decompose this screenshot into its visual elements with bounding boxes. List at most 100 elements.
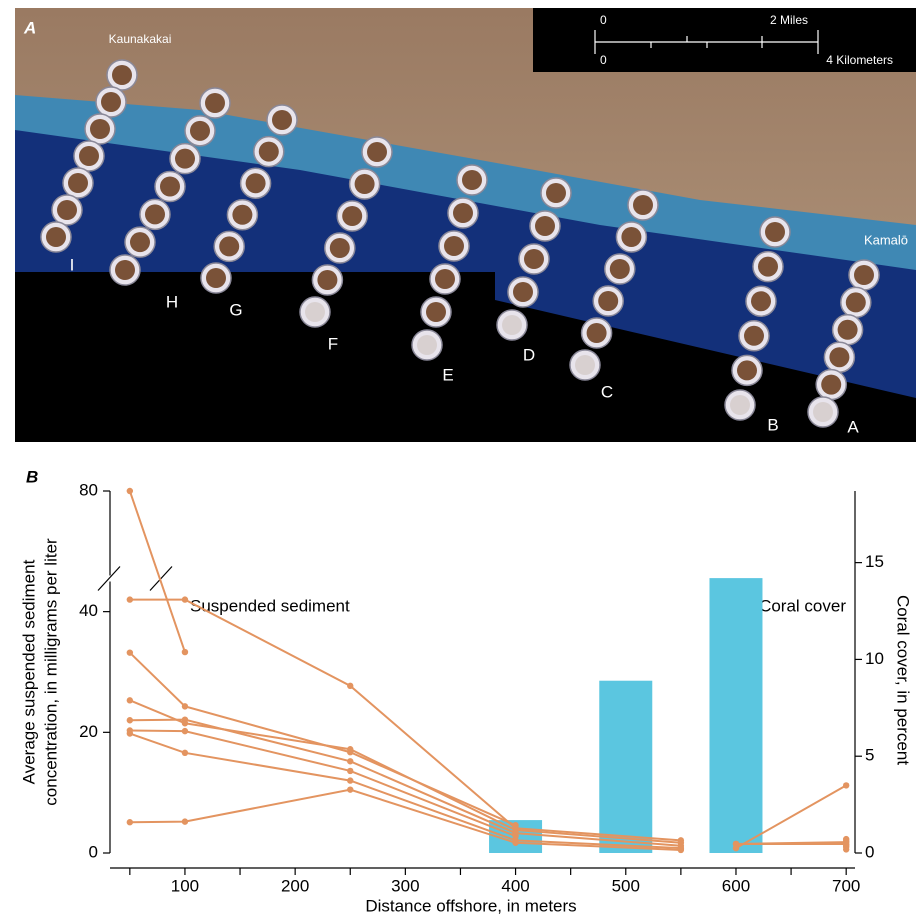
x-tick-label: 300	[391, 876, 419, 895]
sample-filter-core	[101, 92, 121, 112]
point	[182, 649, 188, 655]
point	[127, 730, 133, 736]
sample-filter-core	[272, 110, 292, 130]
x-tick-label: 400	[501, 876, 529, 895]
y-axis-label: concentration, in milligrams per liter	[41, 538, 60, 806]
panel-label: A	[23, 18, 36, 37]
sample-filter-core	[112, 65, 132, 85]
point	[733, 841, 739, 847]
transect-label: B	[767, 415, 778, 434]
transect-label: D	[523, 345, 535, 364]
transect-label: C	[601, 382, 613, 401]
sample-filter-core	[259, 142, 279, 162]
sample-filter-core	[730, 395, 750, 415]
sample-filter-core	[190, 121, 210, 141]
point	[127, 819, 133, 825]
sample-filter-core	[765, 222, 785, 242]
transect-label: A	[847, 417, 859, 436]
point	[182, 716, 188, 722]
point	[182, 728, 188, 734]
point	[347, 683, 353, 689]
transect-label: I	[70, 255, 75, 274]
point	[347, 786, 353, 792]
point	[512, 840, 518, 846]
sample-filter-core	[145, 204, 165, 224]
scale-label: 2 Miles	[770, 13, 808, 27]
annotation: Coral cover	[759, 596, 846, 615]
sample-filter-core	[246, 173, 266, 193]
point	[127, 717, 133, 723]
y-tick-label: 20	[79, 722, 98, 741]
point	[127, 697, 133, 703]
sample-filter-core	[587, 323, 607, 343]
sample-filter-core	[821, 375, 841, 395]
sample-filter-core	[342, 206, 362, 226]
sample-filter-core	[317, 270, 337, 290]
sample-filter-core	[535, 216, 555, 236]
x-tick-label: 600	[722, 876, 750, 895]
point	[182, 703, 188, 709]
x-tick-label: 700	[832, 876, 860, 895]
scale-label: 4 Kilometers	[826, 53, 893, 67]
point	[347, 746, 353, 752]
place-label: Kamalō	[864, 232, 908, 247]
sample-filter-core	[758, 257, 778, 277]
sample-filter-core	[610, 259, 630, 279]
sample-filter-core	[355, 174, 375, 194]
x-tick-label: 500	[612, 876, 640, 895]
sample-filter-core	[90, 119, 110, 139]
y2-tick-label: 0	[865, 842, 874, 861]
sample-filter-core	[160, 177, 180, 197]
sample-filter-core	[367, 142, 387, 162]
sample-filter-core	[598, 291, 618, 311]
sample-filter-core	[575, 355, 595, 375]
sample-filter-core	[79, 146, 99, 166]
sample-filter-core	[633, 195, 653, 215]
sample-filter-core	[737, 360, 757, 380]
y2-tick-label: 10	[865, 649, 884, 668]
sample-filter-core	[57, 200, 77, 220]
panel-label: B	[26, 467, 38, 486]
place-label: Kaunakakai	[109, 32, 172, 46]
sample-filter-core	[219, 236, 239, 256]
y-tick-label: 40	[79, 601, 98, 620]
transect-label: E	[442, 365, 453, 384]
y2-tick-label: 5	[865, 746, 874, 765]
sample-filter-core	[513, 282, 533, 302]
transect-label: G	[229, 300, 242, 319]
point	[678, 847, 684, 853]
scale-label: 0	[600, 53, 607, 67]
x-tick-label: 200	[281, 876, 309, 895]
sample-filter-core	[232, 205, 252, 225]
sample-filter-core	[115, 260, 135, 280]
x-axis-label: Distance offshore, in meters	[365, 896, 576, 915]
sample-filter-core	[813, 402, 833, 422]
sample-filter-core	[829, 347, 849, 367]
point	[127, 596, 133, 602]
point	[843, 836, 849, 842]
point	[347, 777, 353, 783]
sample-filter-core	[854, 265, 874, 285]
sample-filter-core	[444, 236, 464, 256]
point	[347, 768, 353, 774]
bar	[709, 578, 762, 853]
transect-label: F	[328, 334, 338, 353]
sample-filter-core	[68, 173, 88, 193]
sample-filter-core	[846, 292, 866, 312]
sample-filter-core	[426, 302, 446, 322]
axis-break	[98, 566, 120, 590]
sample-filter-core	[744, 326, 764, 346]
sample-filter-core	[751, 291, 771, 311]
sample-filter-core	[838, 320, 858, 340]
transect-label: H	[166, 292, 178, 311]
sample-filter-core	[305, 302, 325, 322]
point	[182, 818, 188, 824]
point	[182, 750, 188, 756]
sample-filter-core	[462, 170, 482, 190]
sample-filter-core	[205, 93, 225, 113]
point	[127, 488, 133, 494]
y-tick-label: 0	[89, 842, 98, 861]
y-axis-label: Average suspended sediment	[19, 559, 38, 784]
sample-filter-core	[453, 203, 473, 223]
y2-axis-label: Coral cover, in percent	[894, 595, 913, 765]
